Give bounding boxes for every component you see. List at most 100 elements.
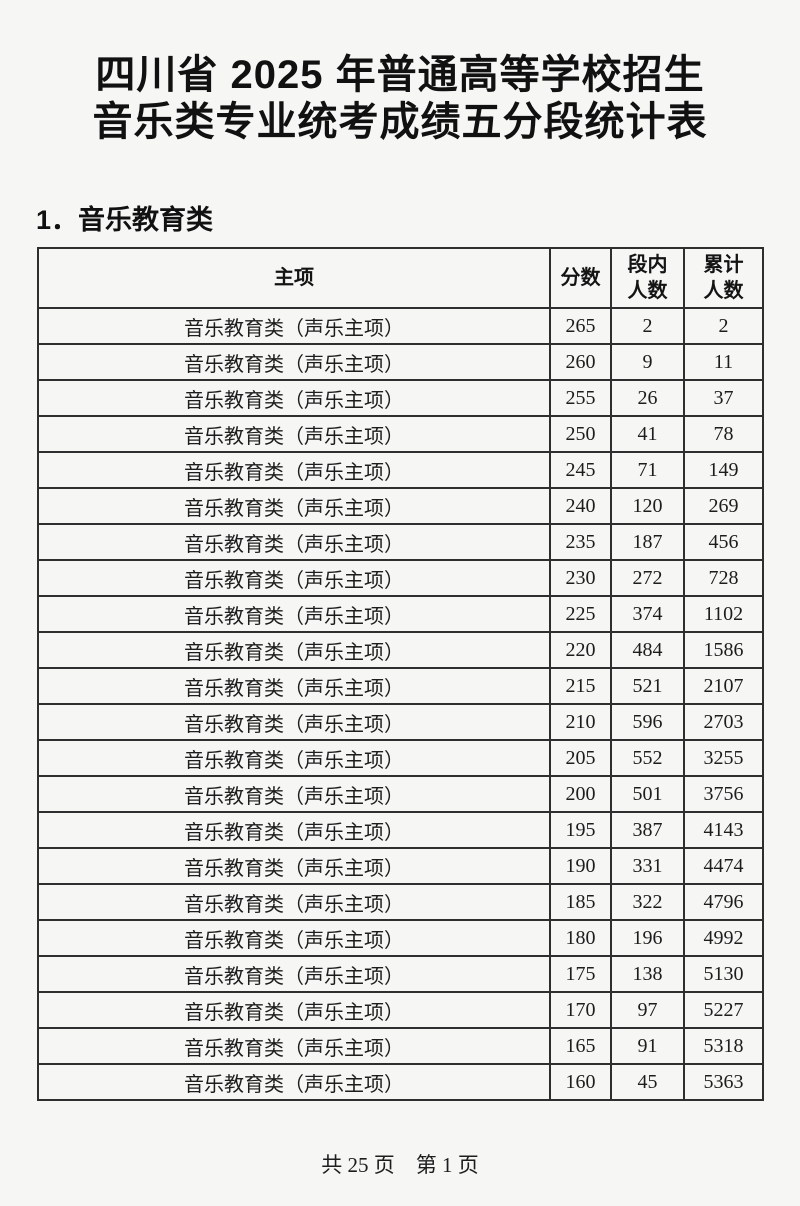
major-cell: 音乐教育类（声乐主项） xyxy=(37,919,551,958)
cumulative-count-cell: 2 xyxy=(683,307,764,346)
table-row: 音乐教育类（声乐主项） 225 374 1102 xyxy=(37,595,764,634)
score-cell: 220 xyxy=(549,631,612,670)
header-cell-cumulative-count: 累计 人数 xyxy=(683,247,764,310)
table-row: 音乐教育类（声乐主项） 165 91 5318 xyxy=(37,1027,764,1066)
cumulative-count-cell: 5318 xyxy=(683,1027,764,1066)
score-cell: 260 xyxy=(549,343,612,382)
segment-count-cell: 41 xyxy=(610,415,685,454)
score-cell: 250 xyxy=(549,415,612,454)
segment-count-cell: 196 xyxy=(610,919,685,958)
page-title: 四川省 2025 年普通高等学校招生 音乐类专业统考成绩五分段统计表 xyxy=(0,0,800,146)
page-title-line1: 四川省 2025 年普通高等学校招生 xyxy=(95,53,705,97)
cumulative-count-cell: 2107 xyxy=(683,667,764,706)
major-cell: 音乐教育类（声乐主项） xyxy=(37,667,551,706)
score-cell: 215 xyxy=(549,667,612,706)
score-cell: 165 xyxy=(549,1027,612,1066)
table-row: 音乐教育类（声乐主项） 180 196 4992 xyxy=(37,919,764,958)
table-row: 音乐教育类（声乐主项） 215 521 2107 xyxy=(37,667,764,706)
table-row: 音乐教育类（声乐主项） 170 97 5227 xyxy=(37,991,764,1030)
segment-count-cell: 97 xyxy=(610,991,685,1030)
segment-count-cell: 2 xyxy=(610,307,685,346)
major-cell: 音乐教育类（声乐主项） xyxy=(37,1063,551,1102)
section-heading: 1．音乐教育类 xyxy=(36,205,214,236)
cumulative-count-cell: 1586 xyxy=(683,631,764,670)
table-row: 音乐教育类（声乐主项） 255 26 37 xyxy=(37,379,764,418)
segment-count-cell: 322 xyxy=(610,883,685,922)
table-row: 音乐教育类（声乐主项） 260 9 11 xyxy=(37,343,764,382)
score-cell: 180 xyxy=(549,919,612,958)
table-row: 音乐教育类（声乐主项） 265 2 2 xyxy=(37,307,764,346)
table-row: 音乐教育类（声乐主项） 230 272 728 xyxy=(37,559,764,598)
table-row: 音乐教育类（声乐主项） 240 120 269 xyxy=(37,487,764,526)
table-row: 音乐教育类（声乐主项） 205 552 3255 xyxy=(37,739,764,778)
segment-count-cell: 45 xyxy=(610,1063,685,1102)
header-cell-score: 分数 xyxy=(549,247,612,310)
major-cell: 音乐教育类（声乐主项） xyxy=(37,415,551,454)
major-cell: 音乐教育类（声乐主项） xyxy=(37,883,551,922)
major-cell: 音乐教育类（声乐主项） xyxy=(37,631,551,670)
table-row: 音乐教育类（声乐主项） 160 45 5363 xyxy=(37,1063,764,1102)
segment-count-cell: 26 xyxy=(610,379,685,418)
segment-count-cell: 484 xyxy=(610,631,685,670)
segment-count-cell: 596 xyxy=(610,703,685,742)
score-cell: 230 xyxy=(549,559,612,598)
major-cell: 音乐教育类（声乐主项） xyxy=(37,955,551,994)
cumulative-count-cell: 456 xyxy=(683,523,764,562)
major-cell: 音乐教育类（声乐主项） xyxy=(37,343,551,382)
major-cell: 音乐教育类（声乐主项） xyxy=(37,487,551,526)
score-cell: 245 xyxy=(549,451,612,490)
table-row: 音乐教育类（声乐主项） 245 71 149 xyxy=(37,451,764,490)
score-cell: 210 xyxy=(549,703,612,742)
segment-count-cell: 71 xyxy=(610,451,685,490)
cumulative-count-cell: 37 xyxy=(683,379,764,418)
segment-count-cell: 272 xyxy=(610,559,685,598)
segment-count-cell: 138 xyxy=(610,955,685,994)
cumulative-count-cell: 4474 xyxy=(683,847,764,886)
score-cell: 160 xyxy=(549,1063,612,1102)
cumulative-count-cell: 5227 xyxy=(683,991,764,1030)
major-cell: 音乐教育类（声乐主项） xyxy=(37,775,551,814)
table-header: 主项 分数 段内 人数 累计 人数 xyxy=(37,247,764,310)
score-cell: 175 xyxy=(549,955,612,994)
score-cell: 265 xyxy=(549,307,612,346)
page-title-line2: 音乐类专业统考成绩五分段统计表 xyxy=(92,100,708,145)
cumulative-count-cell: 4796 xyxy=(683,883,764,922)
table-body: 音乐教育类（声乐主项） 265 2 2 音乐教育类（声乐主项） 260 9 11 音乐教育类（声… xyxy=(37,307,764,1102)
score-cell: 235 xyxy=(549,523,612,562)
cumulative-count-cell: 78 xyxy=(683,415,764,454)
cumulative-count-cell: 4992 xyxy=(683,919,764,958)
score-cell: 205 xyxy=(549,739,612,778)
score-cell: 240 xyxy=(549,487,612,526)
segment-count-cell: 187 xyxy=(610,523,685,562)
segment-count-cell: 374 xyxy=(610,595,685,634)
table-row: 音乐教育类（声乐主项） 195 387 4143 xyxy=(37,811,764,850)
header-cell-segment-count: 段内 人数 xyxy=(610,247,685,310)
table-row: 音乐教育类（声乐主项） 250 41 78 xyxy=(37,415,764,454)
cumulative-count-cell: 2703 xyxy=(683,703,764,742)
major-cell: 音乐教育类（声乐主项） xyxy=(37,307,551,346)
major-cell: 音乐教育类（声乐主项） xyxy=(37,523,551,562)
major-cell: 音乐教育类（声乐主项） xyxy=(37,379,551,418)
segment-count-cell: 91 xyxy=(610,1027,685,1066)
cumulative-count-cell: 269 xyxy=(683,487,764,526)
major-cell: 音乐教育类（声乐主项） xyxy=(37,559,551,598)
segment-count-cell: 501 xyxy=(610,775,685,814)
segment-count-cell: 9 xyxy=(610,343,685,382)
segment-count-cell: 521 xyxy=(610,667,685,706)
score-cell: 195 xyxy=(549,811,612,850)
score-cell: 255 xyxy=(549,379,612,418)
segment-count-cell: 331 xyxy=(610,847,685,886)
table-row: 音乐教育类（声乐主项） 175 138 5130 xyxy=(37,955,764,994)
major-cell: 音乐教育类（声乐主项） xyxy=(37,991,551,1030)
cumulative-count-cell: 3756 xyxy=(683,775,764,814)
major-cell: 音乐教育类（声乐主项） xyxy=(37,451,551,490)
major-cell: 音乐教育类（声乐主项） xyxy=(37,811,551,850)
score-cell: 185 xyxy=(549,883,612,922)
page-footer: 共 25 页 第 1 页 xyxy=(321,1153,479,1178)
major-cell: 音乐教育类（声乐主项） xyxy=(37,739,551,778)
stats-table: 主项 分数 段内 人数 累计 人数 音乐教育类（声乐主项） 265 2 2 音乐教育类（… xyxy=(37,247,764,1102)
segment-count-cell: 120 xyxy=(610,487,685,526)
table-row: 音乐教育类（声乐主项） 200 501 3756 xyxy=(37,775,764,814)
cumulative-count-cell: 149 xyxy=(683,451,764,490)
